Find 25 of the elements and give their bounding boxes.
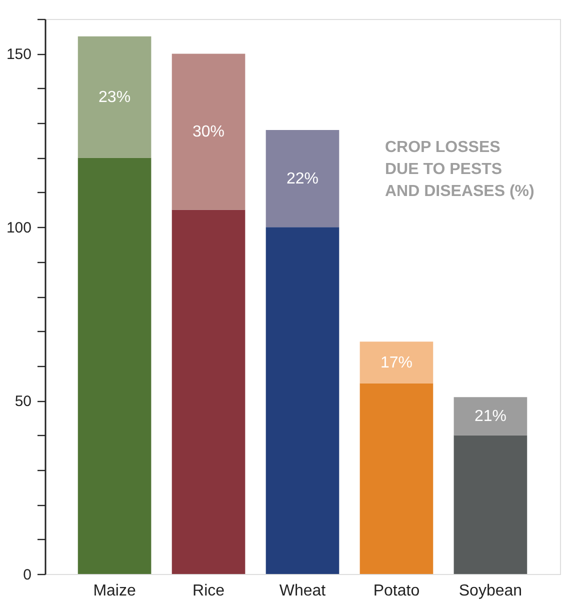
bar [78, 158, 152, 574]
y-tick-label: 50 [14, 393, 32, 410]
x-tick-label: Maize [93, 582, 136, 600]
annotation: 17% [380, 354, 412, 372]
x-tick-label: Rice [192, 582, 225, 600]
annotation: CROP LOSSES DUE TO PESTS AND DISEASES (%) [385, 139, 534, 200]
x-tick-label: Wheat [279, 582, 326, 600]
bar [454, 435, 528, 574]
y-tick-label: 100 [6, 220, 32, 237]
y-tick-label: 0 [23, 566, 32, 584]
x-tick-label: Soybean [458, 582, 522, 600]
bar [266, 227, 340, 574]
bar [172, 54, 246, 210]
x-tick-label: Potato [373, 582, 420, 600]
bar [360, 342, 434, 384]
bar [172, 210, 246, 574]
annotation: 22% [286, 170, 319, 188]
annotation: 23% [98, 89, 131, 106]
annotation: 21% [474, 408, 506, 426]
annotation: 30% [192, 124, 225, 141]
bar [266, 130, 340, 228]
bar [454, 397, 528, 436]
bar [360, 383, 434, 574]
bar [78, 36, 152, 158]
y-tick-label: 150 [6, 46, 32, 64]
